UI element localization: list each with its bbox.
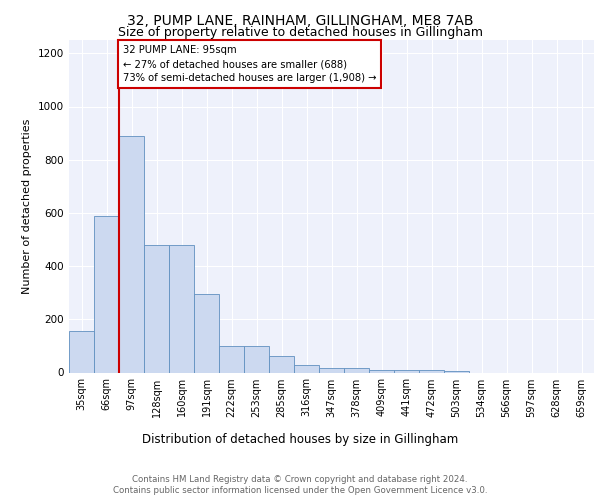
Bar <box>319 368 344 372</box>
Text: Contains public sector information licensed under the Open Government Licence v3: Contains public sector information licen… <box>113 486 487 495</box>
Text: Contains HM Land Registry data © Crown copyright and database right 2024.: Contains HM Land Registry data © Crown c… <box>132 475 468 484</box>
Bar <box>119 136 144 372</box>
Text: 32, PUMP LANE, RAINHAM, GILLINGHAM, ME8 7AB: 32, PUMP LANE, RAINHAM, GILLINGHAM, ME8 … <box>127 14 473 28</box>
Bar <box>144 246 169 372</box>
Bar <box>369 370 394 372</box>
Bar <box>344 368 369 372</box>
Y-axis label: Number of detached properties: Number of detached properties <box>22 118 32 294</box>
Bar <box>219 346 244 372</box>
Bar <box>419 370 444 372</box>
Bar <box>169 246 194 372</box>
Text: Size of property relative to detached houses in Gillingham: Size of property relative to detached ho… <box>118 26 482 39</box>
Bar <box>294 365 319 372</box>
Text: 32 PUMP LANE: 95sqm
← 27% of detached houses are smaller (688)
73% of semi-detac: 32 PUMP LANE: 95sqm ← 27% of detached ho… <box>123 46 376 84</box>
Bar <box>244 346 269 372</box>
Bar <box>194 294 219 372</box>
Bar <box>269 356 294 372</box>
Text: Distribution of detached houses by size in Gillingham: Distribution of detached houses by size … <box>142 434 458 446</box>
Bar <box>94 216 119 372</box>
Bar <box>394 370 419 372</box>
Bar <box>444 371 469 372</box>
Bar <box>69 332 94 372</box>
